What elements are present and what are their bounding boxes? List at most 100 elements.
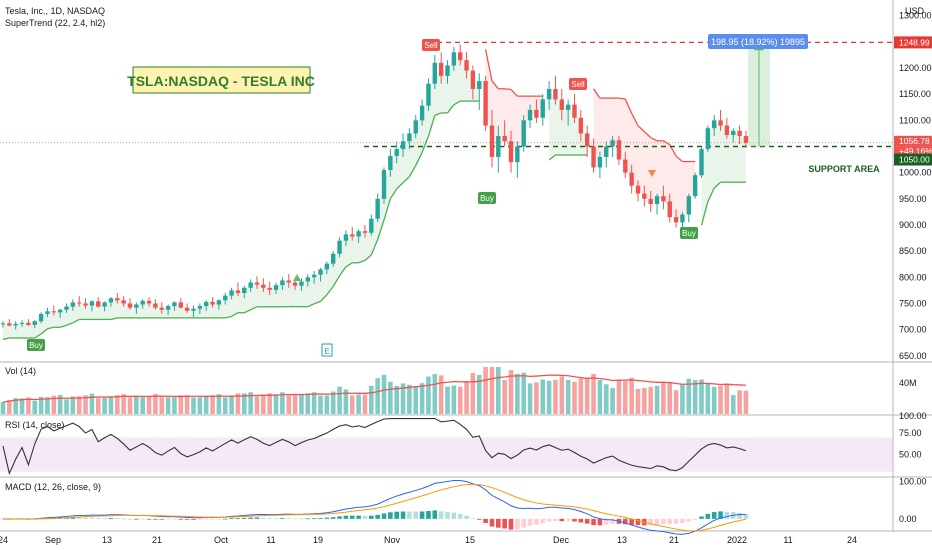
supertrend-line <box>548 154 556 161</box>
supertrend-fill <box>72 302 80 323</box>
candle-body <box>292 282 298 286</box>
support-area-label: SUPPORT AREA <box>808 164 880 174</box>
volume-bar <box>203 396 209 414</box>
macd-histogram-bar <box>229 518 234 520</box>
candle-body <box>629 172 634 186</box>
volume-bar <box>623 381 628 414</box>
price-tick-label: 1200.00 <box>899 63 932 73</box>
volume-bar <box>654 385 660 414</box>
supertrend-fill <box>47 311 54 329</box>
earnings-marker <box>321 343 333 357</box>
supertrend-fill <box>110 299 118 320</box>
volume-bar <box>38 396 44 414</box>
supertrend-fill <box>345 235 353 267</box>
volume-bar <box>127 397 133 414</box>
supertrend-line <box>491 80 499 90</box>
supertrend-line <box>631 112 639 127</box>
macd-histogram-bar <box>584 518 590 524</box>
supertrend-fill <box>364 225 372 261</box>
candle-body <box>483 81 488 126</box>
candle-body <box>381 170 387 199</box>
supertrend-line <box>383 198 391 221</box>
supertrend-fill <box>739 133 746 183</box>
macd-histogram-bar <box>140 518 145 520</box>
supertrend-fill <box>269 287 277 307</box>
supertrend-fill <box>142 302 150 318</box>
volume-tick: 40M <box>899 378 917 388</box>
supertrend-fill <box>549 94 556 161</box>
supertrend-fill <box>669 144 677 220</box>
volume-bar <box>388 381 393 414</box>
volume-bar <box>222 397 228 414</box>
macd-histogram-bar <box>70 517 76 519</box>
volume-bar <box>419 383 425 414</box>
candle-body <box>184 307 190 311</box>
supertrend-line <box>339 266 347 277</box>
candle-body <box>667 201 672 218</box>
supertrend-fill <box>657 140 664 201</box>
supertrend-fill <box>130 305 137 318</box>
price-tick-label: 750.00 <box>899 298 927 308</box>
macd-histogram-bar <box>578 518 584 523</box>
macd-histogram-bar <box>108 517 114 519</box>
candle-body <box>134 304 139 308</box>
macd-histogram-bar <box>121 518 126 520</box>
macd-histogram-bar <box>483 518 488 523</box>
macd-histogram-bar <box>667 518 673 524</box>
candle-body <box>70 302 76 307</box>
measure-label: 198.95 (18.92%) 19895 <box>711 37 805 47</box>
candle-body <box>38 313 44 322</box>
macd-histogram-bar <box>546 518 552 522</box>
macd-histogram-bar <box>222 518 228 520</box>
macd-histogram-bar <box>159 518 165 520</box>
volume-bar <box>216 394 222 414</box>
macd-histogram-bar <box>248 517 253 519</box>
time-tick-label: 15 <box>465 535 475 545</box>
volume-bar <box>527 383 533 414</box>
candle-body <box>45 311 50 314</box>
support-price-badge: 1050.00 <box>899 154 930 164</box>
supertrend-fill <box>79 302 86 320</box>
supertrend-line <box>427 115 436 137</box>
macd-histogram-bar <box>661 518 666 524</box>
supertrend-line <box>707 187 715 202</box>
macd-histogram-bar <box>743 514 749 519</box>
macd-histogram-bar <box>324 517 330 519</box>
candle-body <box>121 300 126 304</box>
volume-bar <box>642 387 647 414</box>
macd-histogram-bar <box>127 518 133 520</box>
volume-bar <box>32 400 38 414</box>
macd-histogram-bar <box>527 518 533 526</box>
volume-ma-line <box>2 374 746 403</box>
candle-body <box>197 306 203 309</box>
candle-body <box>356 231 361 237</box>
supertrend-fill <box>625 99 632 180</box>
volume-bar <box>159 397 165 414</box>
supertrend-line <box>326 285 334 296</box>
buy-signal-label: Buy <box>682 229 696 238</box>
macd-histogram-bar <box>635 518 641 526</box>
volume-bar <box>64 399 69 414</box>
volume-bar <box>184 395 190 414</box>
volume-bar <box>165 397 171 414</box>
volume-bar <box>407 384 412 414</box>
macd-histogram-bar <box>394 511 399 519</box>
volume-bar <box>318 395 323 414</box>
candle-body <box>26 322 31 325</box>
supertrend-fill <box>720 122 727 183</box>
candle-body <box>686 196 691 215</box>
macd-title: MACD (12, 26, close, 9) <box>5 482 101 492</box>
last-price-badge-bg <box>894 135 932 147</box>
candle-body <box>718 120 723 126</box>
volume-bar <box>19 398 25 414</box>
supertrend-line <box>34 333 42 339</box>
candle-body <box>527 109 533 121</box>
macd-histogram-bar <box>400 511 406 519</box>
macd-histogram-bar <box>610 518 615 524</box>
supertrend-line <box>389 188 398 200</box>
volume-bar <box>476 374 482 414</box>
sell-signal-label: Sell <box>424 41 438 50</box>
volume-bar <box>686 378 692 414</box>
volume-bar <box>324 395 330 414</box>
candle-body <box>553 88 558 100</box>
